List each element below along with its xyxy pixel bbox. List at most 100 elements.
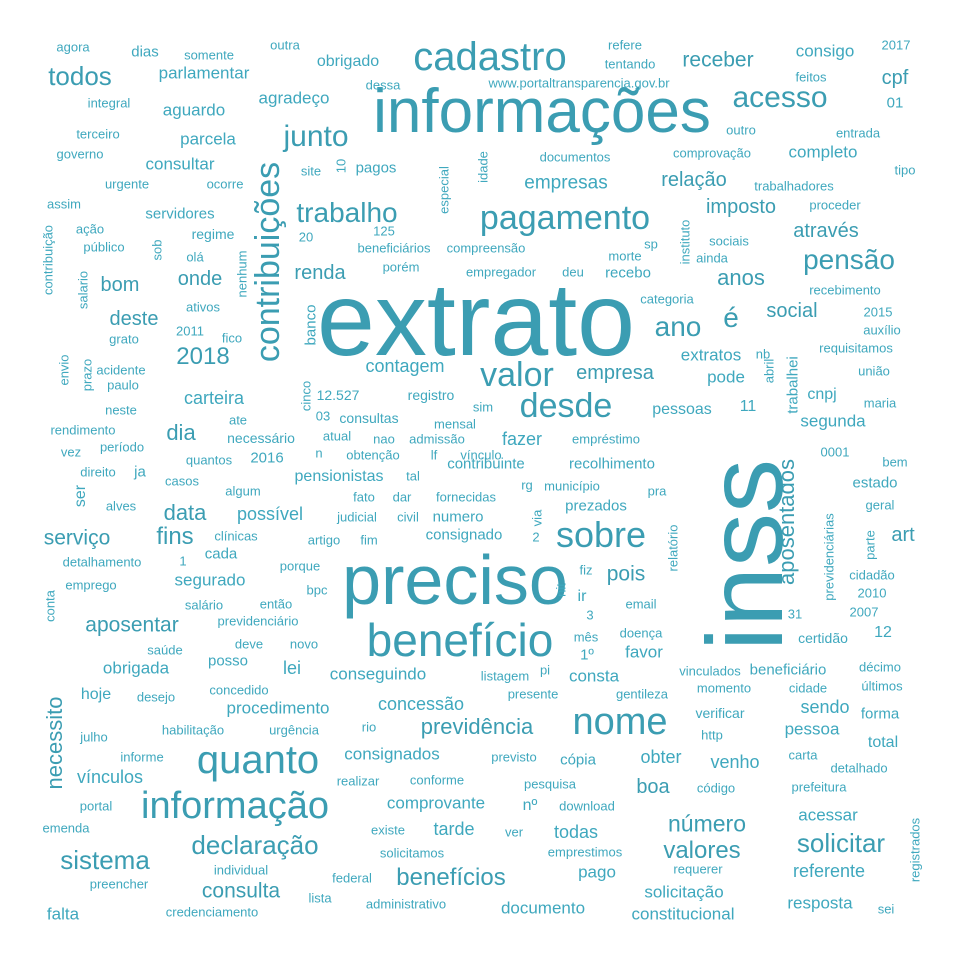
cloud-word: pagamento xyxy=(479,199,651,237)
cloud-word: trabalho xyxy=(296,197,398,228)
cloud-word: fato xyxy=(353,489,375,505)
cloud-word: realizar xyxy=(336,773,380,789)
cloud-word: ir xyxy=(577,588,587,605)
cloud-word: vínculos xyxy=(76,767,144,787)
cloud-word: http xyxy=(701,727,723,743)
cloud-word: deste xyxy=(109,308,159,330)
cloud-word: instituto xyxy=(677,219,693,265)
cloud-word: rg xyxy=(521,477,533,493)
cloud-word: acessar xyxy=(798,805,858,825)
cloud-word: aguardo xyxy=(162,100,226,120)
cloud-word: algum xyxy=(225,483,261,499)
cloud-word: fiz xyxy=(579,562,593,578)
cloud-word: doença xyxy=(619,625,663,641)
cloud-word: fins xyxy=(156,523,194,550)
cloud-word: declaração xyxy=(191,830,319,860)
cloud-word: previdência xyxy=(420,714,534,739)
cloud-word: benefícios xyxy=(396,864,506,891)
cloud-word: empresas xyxy=(524,172,608,194)
cloud-word: requisitamos xyxy=(819,340,893,356)
cloud-word: consignado xyxy=(425,526,503,544)
cloud-word: conforme xyxy=(409,772,465,788)
cloud-word: emprestimos xyxy=(547,844,623,860)
cloud-word: procedimento xyxy=(226,698,330,718)
cloud-word: solicitar xyxy=(796,828,886,858)
cloud-word: existe xyxy=(371,822,405,838)
cloud-word: civil xyxy=(397,509,419,525)
cloud-word: sobre xyxy=(555,514,647,555)
cloud-word: contribuição xyxy=(40,224,56,296)
cloud-word: especial xyxy=(436,166,452,214)
cloud-word: artigo xyxy=(307,532,341,548)
cloud-word: trabalhadores xyxy=(754,178,834,194)
cloud-word: obrigada xyxy=(102,658,170,678)
cloud-word: judicial xyxy=(337,509,377,525)
cloud-word: completo xyxy=(788,142,858,162)
cloud-word: pessoas xyxy=(652,401,712,418)
cloud-word: emenda xyxy=(42,820,90,836)
cloud-word: últimos xyxy=(861,678,903,694)
cloud-word: 2 xyxy=(532,529,540,545)
cloud-word: município xyxy=(544,478,600,494)
cloud-word: servidores xyxy=(145,205,215,223)
cloud-word: segunda xyxy=(800,411,866,431)
cloud-word: pois xyxy=(606,562,646,586)
cloud-word: necessário xyxy=(227,430,295,446)
cloud-word: todos xyxy=(48,61,112,91)
cloud-word: parlamentar xyxy=(158,63,250,83)
cloud-word: previdenciário xyxy=(217,613,299,629)
cloud-word: deve xyxy=(234,636,264,652)
cloud-word: obter xyxy=(640,747,682,767)
cloud-word: pra xyxy=(647,483,667,499)
cloud-word: consulta xyxy=(201,879,281,903)
cloud-word: presente xyxy=(507,686,559,702)
cloud-word: individual xyxy=(213,862,269,878)
cloud-word: ativos xyxy=(186,299,220,315)
cloud-word: obrigado xyxy=(316,53,380,70)
cloud-word: nenhum xyxy=(234,250,250,298)
cloud-word: valor xyxy=(480,356,554,394)
cloud-word: outra xyxy=(270,37,300,53)
cloud-word: neste xyxy=(105,402,137,418)
cloud-word: maria xyxy=(863,395,897,411)
cloud-word: emprego xyxy=(65,577,117,593)
cloud-word: sendo xyxy=(800,697,850,717)
cloud-word: nb xyxy=(755,346,771,362)
cloud-word: união xyxy=(858,363,890,379)
cloud-word: favor xyxy=(625,642,663,662)
cloud-word: banco xyxy=(302,304,320,346)
cloud-word: dar xyxy=(392,489,412,505)
cloud-word: proceder xyxy=(809,197,861,213)
cloud-word: lf xyxy=(430,447,438,463)
cloud-word: número xyxy=(668,810,746,837)
cloud-word: cidade xyxy=(788,680,828,696)
cloud-word: concessão xyxy=(377,694,465,714)
cloud-word: comprovação xyxy=(672,145,752,161)
cloud-word: ocorre xyxy=(206,176,244,192)
cloud-word: todas xyxy=(553,822,599,842)
cloud-word: rendimento xyxy=(50,422,116,438)
cloud-word: empresa xyxy=(576,362,654,384)
cloud-word: relação xyxy=(661,169,727,191)
cloud-word: quantos xyxy=(185,452,233,468)
cloud-word: administrativo xyxy=(365,896,447,912)
cloud-word: vez xyxy=(60,444,82,460)
cloud-word: recebo xyxy=(605,264,651,282)
cloud-word: comprovante xyxy=(386,793,486,813)
cloud-word: concedido xyxy=(209,682,269,698)
cloud-word: social xyxy=(766,300,818,322)
cloud-word: preencher xyxy=(89,876,149,892)
cloud-word: total xyxy=(867,734,899,751)
cloud-word: prezados xyxy=(565,497,627,515)
cloud-word: lista xyxy=(308,890,332,906)
cloud-word: 03 xyxy=(315,408,331,424)
cloud-word: julho xyxy=(80,729,108,745)
cloud-word: boa xyxy=(636,776,670,798)
cloud-word: cidadão xyxy=(849,567,895,583)
cloud-word: consultas xyxy=(339,410,399,426)
cloud-word: portal xyxy=(79,798,113,814)
cloud-word: pesquisa xyxy=(523,776,577,792)
cloud-word: beneficiário xyxy=(749,661,827,679)
cloud-word: nao xyxy=(373,431,395,447)
cloud-word: verificar xyxy=(695,705,745,721)
